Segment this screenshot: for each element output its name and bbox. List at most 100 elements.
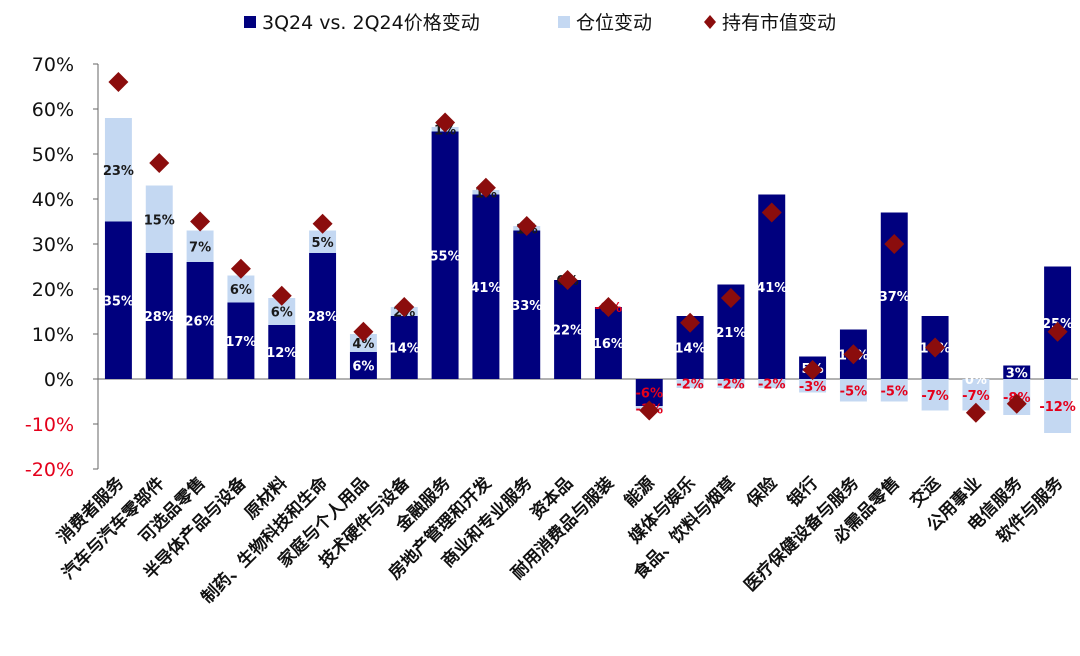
bar-position <box>758 379 786 388</box>
marker-market-value <box>843 344 864 365</box>
bar-price <box>554 280 582 379</box>
x-tick-label: 保险 <box>742 472 782 512</box>
bars <box>104 118 1072 433</box>
y-tick-label: 20% <box>32 279 74 301</box>
label-position: 5% <box>312 236 334 251</box>
marker-market-value <box>1006 393 1027 414</box>
marker-market-value <box>680 312 701 333</box>
bar-price <box>1003 365 1031 379</box>
label-position: -7% <box>921 389 948 404</box>
bar-position <box>717 379 745 388</box>
label-position: 23% <box>103 164 134 179</box>
marker-market-value <box>312 213 333 234</box>
label-price: 12% <box>266 346 297 361</box>
label-price: 26% <box>185 315 216 330</box>
label-price: 33% <box>511 299 542 314</box>
label-position: 6% <box>271 306 293 321</box>
label-price: 21% <box>715 326 746 341</box>
label-position: -2% <box>758 378 785 393</box>
bar-position <box>227 275 255 303</box>
marker-market-value <box>149 153 170 173</box>
marker-market-value <box>925 337 946 358</box>
marker-market-value <box>230 258 251 279</box>
label-price: 28% <box>144 310 175 325</box>
marker-market-value <box>761 202 782 223</box>
marker-market-value <box>557 270 578 290</box>
bar-price <box>594 307 622 379</box>
y-tick-label: 10% <box>32 324 74 346</box>
label-position: 6% <box>230 283 252 298</box>
bar-position <box>799 379 827 393</box>
label-price: 35% <box>103 294 134 309</box>
bar-position <box>349 334 377 352</box>
y-tick-label: 30% <box>32 234 74 256</box>
label-position: 7% <box>189 240 211 255</box>
label-position: -5% <box>840 384 867 399</box>
label-price: 14% <box>389 342 420 357</box>
label-position: -5% <box>881 384 908 399</box>
marker-market-value <box>1047 321 1068 342</box>
bar-position <box>921 379 949 411</box>
legend-marker-2 <box>704 15 716 29</box>
label-price: 16% <box>593 337 624 352</box>
legend-label-2: 持有市值变动 <box>722 12 836 34</box>
bar-price <box>186 262 214 379</box>
marker-market-value <box>965 402 986 423</box>
label-position: 4% <box>352 337 374 352</box>
bar-position <box>676 379 704 388</box>
bar-position <box>309 230 337 253</box>
y-tick-label: -20% <box>25 459 74 481</box>
marker-market-value <box>271 285 292 306</box>
bar-price <box>349 352 377 379</box>
label-position: -3% <box>799 380 826 395</box>
marker-market-value <box>435 112 456 133</box>
marker-market-value <box>720 288 741 308</box>
marker-market-value <box>802 360 823 380</box>
label-price: 55% <box>430 249 461 264</box>
bar-price <box>268 325 296 379</box>
y-tick-label: 40% <box>32 189 74 211</box>
label-position: -2% <box>676 378 703 393</box>
label-position: 15% <box>144 213 175 228</box>
legend-label-1: 仓位变动 <box>576 12 652 34</box>
marker-market-value <box>639 400 660 421</box>
label-price: 41% <box>470 281 501 296</box>
marker-market-value <box>598 297 619 317</box>
label-price: 41% <box>756 281 787 296</box>
bar-price <box>309 253 337 379</box>
label-position: -2% <box>717 378 744 393</box>
label-price: 17% <box>225 335 256 350</box>
label-price: 28% <box>307 310 338 325</box>
label-price: 14% <box>675 342 706 357</box>
bar-position <box>839 379 867 402</box>
label-price: 22% <box>552 324 583 339</box>
bar-price <box>145 253 173 379</box>
legend-label-0: 3Q24 vs. 2Q24价格变动 <box>262 12 480 34</box>
y-tick-label: 70% <box>32 54 74 76</box>
marker-market-value <box>516 216 537 236</box>
bar-position <box>1044 379 1072 433</box>
bar-position <box>186 230 214 262</box>
y-tick-label: 50% <box>32 144 74 166</box>
marker-market-value <box>884 234 905 254</box>
legend: 3Q24 vs. 2Q24价格变动 仓位变动 持有市值变动 <box>244 12 836 34</box>
bar-price <box>390 316 418 379</box>
markers <box>108 72 1068 423</box>
bar-price <box>104 221 132 379</box>
y-tick-label: 0% <box>44 369 74 391</box>
label-price: 3% <box>1006 366 1028 381</box>
bar-position <box>880 379 908 402</box>
label-position: -7% <box>962 389 989 404</box>
label-position: -12% <box>1039 400 1076 415</box>
marker-market-value <box>475 177 496 198</box>
legend-swatch-1 <box>558 16 570 28</box>
label-price: 6% <box>352 360 374 375</box>
bar-price <box>227 302 255 379</box>
y-tick-label: -10% <box>25 414 74 436</box>
bar-price <box>472 194 500 379</box>
y-tick-label: 60% <box>32 99 74 121</box>
label-price: 0% <box>965 373 987 388</box>
bar-price <box>758 194 786 379</box>
label-price: -6% <box>636 387 663 402</box>
